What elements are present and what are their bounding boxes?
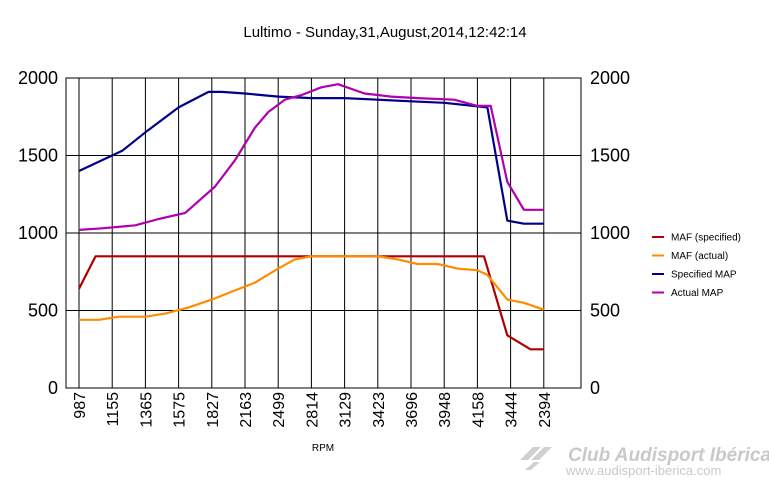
legend: MAF (specified) MAF (actual) Specified MAP… — [652, 233, 741, 299]
plot-border — [65, 77, 582, 389]
x-tick-label: 1575 — [172, 392, 189, 428]
x-tick-label: 1827 — [205, 392, 222, 428]
y-tick-label-left: 2000 — [18, 68, 58, 88]
y-tick-label-left: 1500 — [18, 146, 58, 166]
x-tick-label: 2499 — [271, 392, 288, 428]
x-tick-label: 3423 — [371, 392, 388, 428]
y-tick-label-right: 1000 — [590, 223, 630, 243]
x-tick-label: 3129 — [338, 392, 355, 428]
y-tick-label-right: 1500 — [590, 146, 630, 166]
series-line-2 — [79, 255, 545, 321]
y-tick-label-right: 500 — [590, 301, 620, 321]
x-tick-label: 3444 — [504, 392, 521, 428]
watermark: Club Audisport Ibérica www.audisport-ibe… — [520, 445, 769, 478]
y-tick-label-left: 0 — [48, 378, 58, 398]
x-tick-label: 987 — [72, 392, 89, 419]
x-tick-label: 1365 — [138, 392, 155, 428]
legend-entry: MAF (specified) — [671, 233, 741, 244]
x-tick-label: 2163 — [238, 392, 255, 428]
watermark-title: Club Audisport Ibérica — [568, 445, 769, 466]
x-tick-label: 1155 — [105, 392, 122, 427]
watermark-logo-icon — [520, 447, 552, 470]
series-line-3 — [78, 90, 544, 225]
x-tick-label: 3696 — [404, 392, 421, 428]
y-tick-label-left: 500 — [28, 301, 58, 321]
chart-title: Lultimo - Sunday,31,August,2014,12:42:14 — [243, 24, 526, 41]
legend-entry: MAF (actual) — [671, 251, 728, 262]
x-tick-label: 2394 — [537, 392, 554, 428]
x-tick-label: 3948 — [437, 392, 454, 428]
y-tick-label-right: 2000 — [590, 68, 630, 88]
y-tick-label-left: 1000 — [18, 223, 58, 243]
y-axis-right-ticks: 0 500 1000 1500 2000 — [590, 68, 630, 398]
series-line-4 — [78, 83, 544, 231]
legend-entry: Actual MAP — [671, 288, 724, 299]
x-tick-label: 2814 — [304, 392, 321, 428]
y-tick-label-right: 0 — [590, 378, 600, 398]
x-tick-label: 4158 — [470, 392, 487, 428]
y-axis-left-ticks: 0 500 1000 1500 2000 — [18, 68, 58, 398]
series-lines — [78, 83, 545, 351]
x-axis-label: RPM — [312, 443, 334, 454]
watermark-url: www.audisport-iberica.com — [565, 463, 721, 478]
legend-entry: Specified MAP — [671, 270, 737, 281]
x-axis-ticks: 987 1155 1365 1575 1827 2163 2499 2814 3129 3423 3… — [72, 392, 554, 428]
